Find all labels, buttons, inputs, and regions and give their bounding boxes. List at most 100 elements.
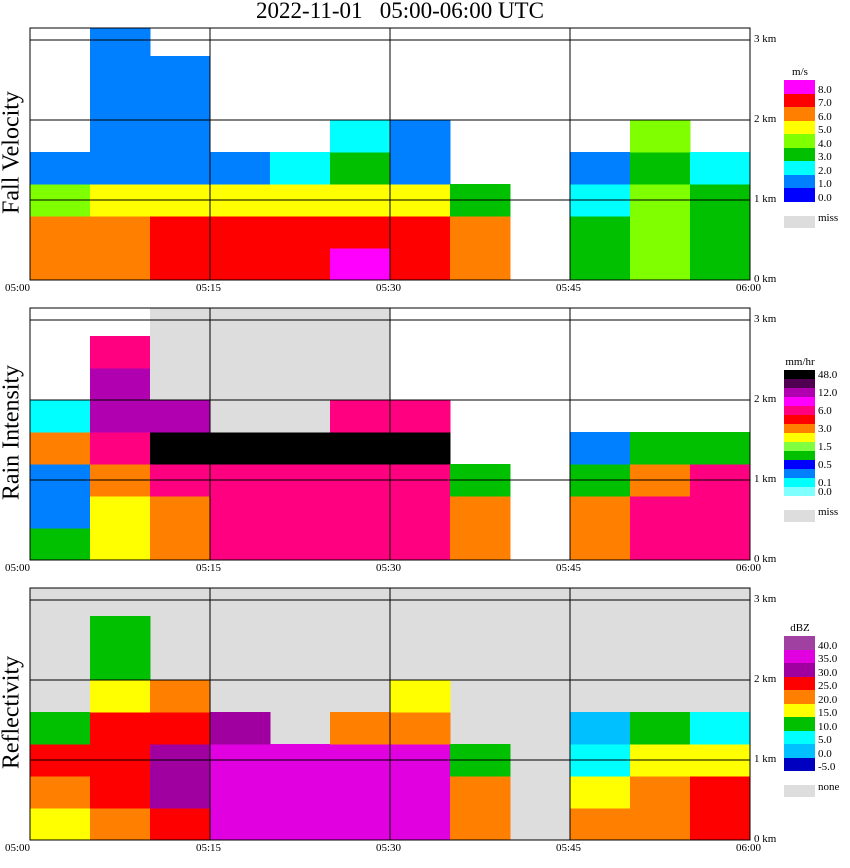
- heatmap-cell: [330, 248, 391, 281]
- heatmap-cell: [570, 528, 631, 561]
- legend-swatch: [784, 93, 815, 107]
- y-tick-label: 0 km: [754, 553, 777, 565]
- legend-label: 1.0: [818, 178, 832, 190]
- heatmap-plot: [29, 307, 751, 561]
- legend-label: 0.0: [818, 747, 832, 760]
- heatmap-cell: [150, 712, 211, 745]
- heatmap-cell: [630, 808, 691, 841]
- x-tick-label: 05:15: [196, 842, 222, 854]
- heatmap-cell: [690, 712, 751, 745]
- legend-label: 15.0: [818, 707, 838, 719]
- legend-label: 7.0: [818, 97, 832, 109]
- legend-swatch: [784, 174, 815, 188]
- heatmap-cell: [390, 776, 451, 809]
- legend-label-empty: none: [818, 781, 840, 793]
- legend-label: -5.0: [818, 761, 836, 773]
- legend-label: 3.0: [818, 423, 832, 435]
- heatmap-cell: [90, 616, 151, 649]
- legend-swatch: [784, 663, 815, 677]
- legend-swatch: [784, 478, 815, 487]
- legend-swatch: [784, 388, 815, 397]
- heatmap-cell: [570, 216, 631, 249]
- heatmap-cell: [30, 400, 91, 433]
- heatmap-cell: [210, 776, 271, 809]
- heatmap-cell: [630, 216, 691, 249]
- legend-swatch: [784, 120, 815, 134]
- y-tick-label: 1 km: [754, 473, 777, 485]
- heatmap-cell: [270, 216, 331, 249]
- panel-rain-intensity: Rain Intensity 0 km 1 km 2 km 3 km 05:00 05:15…: [0, 307, 850, 574]
- heatmap-cell: [270, 248, 331, 281]
- heatmap-cell: [210, 432, 271, 465]
- heatmap-cell: [570, 152, 631, 185]
- x-tick-label: 05:00: [5, 282, 31, 294]
- heatmap-cell: [210, 808, 271, 841]
- heatmap-cell: [90, 432, 151, 465]
- heatmap-cell: [630, 712, 691, 745]
- heatmap-cell: [270, 308, 331, 341]
- legend-swatch-empty: [784, 785, 815, 797]
- heatmap-cell: [390, 496, 451, 529]
- heatmap-cell: [390, 712, 451, 745]
- heatmap-cell: [330, 216, 391, 249]
- legend-unit: m/s: [792, 66, 808, 78]
- heatmap-cell: [210, 400, 271, 433]
- heatmap-cell: [270, 400, 331, 433]
- legend-swatch: [784, 636, 815, 650]
- legend-swatch: [784, 134, 815, 148]
- legend-label: 48.0: [818, 369, 838, 381]
- heatmap-cell: [330, 308, 391, 341]
- heatmap-cell: [390, 216, 451, 249]
- legend-label: 6.0: [818, 405, 832, 417]
- heatmap-cell: [30, 152, 91, 185]
- heatmap-cell: [210, 308, 271, 341]
- heatmap-cell: [90, 248, 151, 281]
- y-tick-label: 3 km: [754, 593, 777, 605]
- heatmap-cell: [390, 680, 451, 713]
- legend-swatch: [784, 744, 815, 758]
- heatmap-cell: [210, 152, 271, 185]
- legend-swatch: [784, 757, 815, 771]
- heatmap-cell: [90, 648, 151, 681]
- legend-swatch: [784, 415, 815, 424]
- legend-swatch: [784, 107, 815, 121]
- heatmap-cell: [390, 528, 451, 561]
- heatmap-cell: [150, 336, 211, 369]
- heatmap-cell: [690, 432, 751, 465]
- legend-swatch: [784, 442, 815, 451]
- legend-label: 5.0: [818, 124, 832, 136]
- panel-reflectivity: Reflectivity 0 km 1 km 2 km 3 km 05:00 05:15 05…: [0, 587, 850, 854]
- legend-swatch: [784, 147, 815, 161]
- heatmap-cell: [150, 776, 211, 809]
- heatmap-cell: [150, 56, 211, 89]
- legend-swatch: [784, 690, 815, 704]
- x-tick-label: 05:45: [556, 282, 582, 294]
- heatmap-cell: [210, 216, 271, 249]
- heatmap-cell: [330, 528, 391, 561]
- plot-frame: [29, 27, 751, 281]
- heatmap-cell: [270, 368, 331, 401]
- legend-label-empty: miss: [818, 506, 839, 518]
- y-tick-label: 3 km: [754, 33, 777, 45]
- heatmap-cell: [90, 28, 151, 61]
- legend-label: 0.5: [818, 459, 832, 471]
- x-tick-label: 05:30: [376, 562, 402, 574]
- legend-swatch: [784, 487, 815, 496]
- heatmap-cell: [210, 712, 271, 745]
- x-tick-label: 05:45: [556, 562, 582, 574]
- y-tick-label: 2 km: [754, 673, 777, 685]
- y-tick-label: 3 km: [754, 313, 777, 325]
- heatmap-cell: [450, 528, 511, 561]
- heatmap-cell: [150, 808, 211, 841]
- heatmap-cell: [150, 680, 211, 713]
- heatmap-cell: [390, 400, 451, 433]
- heatmap-cell: [90, 368, 151, 401]
- legend-swatch-empty: [784, 510, 815, 522]
- heatmap-cell: [630, 432, 691, 465]
- legend-label: 3.0: [818, 151, 832, 163]
- heatmap-cell: [450, 248, 511, 281]
- heatmap-cell: [30, 808, 91, 841]
- legend-label: 30.0: [818, 666, 838, 679]
- x-tick-label: 05:00: [5, 562, 31, 574]
- legend-label: 4.0: [818, 137, 832, 150]
